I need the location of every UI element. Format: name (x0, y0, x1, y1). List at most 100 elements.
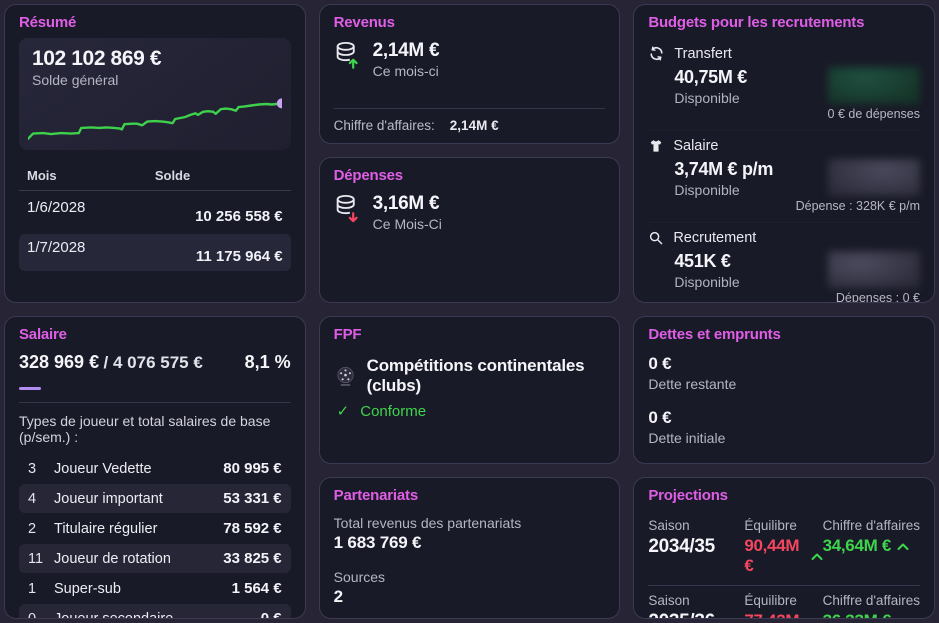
debt-initial-label: Dette initiale (648, 430, 726, 446)
table-row[interactable]: 1/7/2028 11 175 964 € (19, 234, 291, 271)
player-type-row[interactable]: 4 Joueur important 53 331 € (19, 484, 291, 513)
player-type-row[interactable]: 0 Joueur secondaire 0 € (19, 604, 291, 619)
player-wage: 78 592 € (223, 520, 282, 537)
projection-row: Saison 2034/35 Équilibre 90,44M € Chiffr… (648, 511, 920, 585)
expense-summary: 3,16M € Ce Mois-Ci (334, 193, 606, 232)
revenue-footer: Chiffre d'affaires: 2,14M € (333, 108, 606, 133)
budget-spent: Dépense : 328K € p/m (795, 199, 920, 213)
budget-section-scouting: Recrutement 451K € Disponible Dépenses :… (648, 223, 920, 302)
player-type-row[interactable]: 1 Super-sub 1 564 € (19, 574, 291, 603)
panel-budgets[interactable]: Budgets pour les recrutements Transfert (633, 4, 935, 303)
shirt-icon (648, 138, 664, 154)
budget-value: 451K € (674, 251, 731, 271)
player-type: Titulaire régulier (54, 520, 158, 537)
sparkline-path (28, 103, 282, 138)
budget-mini-chart (827, 67, 920, 104)
partnership-total-value: 1 683 769 € (333, 533, 422, 552)
budget-mini-chart (827, 251, 920, 288)
projection-balance: 90,44M € (744, 536, 800, 575)
chevron-up-icon (897, 617, 909, 619)
revenue-period: Ce mois-ci (372, 63, 439, 79)
turnover-value: 2,14M € (449, 118, 499, 133)
player-wage: 53 331 € (223, 490, 282, 507)
wage-summary: 328 969 € / 4 076 575 € 8,1 % (19, 352, 291, 373)
coins-down-icon (334, 193, 362, 223)
wage-current: 328 969 € (19, 352, 100, 372)
wage-separator: / (103, 353, 113, 372)
expense-period: Ce Mois-Ci (372, 216, 442, 232)
panel-fpf[interactable]: FPF Compétitions continentales (clubs) (318, 316, 621, 464)
budget-section-name: Transfert (674, 45, 732, 62)
player-count: 4 (28, 490, 37, 507)
player-count: 11 (28, 550, 44, 567)
wage-budget: 4 076 575 € (112, 353, 203, 372)
panel-title: Revenus (333, 14, 395, 31)
partnership-sources-group: Sources 2 (334, 569, 606, 607)
sparkline-end-dot (276, 98, 282, 109)
player-wage: 0 € (260, 610, 282, 619)
partnership-total-label: Total revenus des partenariats (333, 515, 522, 531)
debt-remaining-label: Dette restante (648, 376, 737, 392)
panel-projections[interactable]: Projections Saison 2034/35 Équilibre 90,… (633, 477, 935, 619)
wage-progress-fill (19, 387, 41, 390)
wage-percent: 8,1 % (244, 352, 291, 372)
row-balance: 10 256 558 € (195, 208, 283, 225)
player-type-row[interactable]: 2 Titulaire régulier 78 592 € (19, 514, 291, 543)
player-count: 3 (28, 460, 37, 477)
balance-card: 102 102 869 € Solde général (19, 38, 291, 150)
magnifier-icon (648, 230, 664, 246)
player-type-row[interactable]: 3 Joueur Vedette 80 995 € (19, 454, 291, 483)
row-balance: 11 175 964 € (195, 248, 283, 265)
projection-revenue: 34,64M € (822, 536, 892, 555)
row-month: 1/7/2028 (27, 239, 86, 256)
chevron-up-icon (811, 552, 823, 561)
expense-value: 3,16M € (372, 193, 440, 214)
balance-label: Équilibre (744, 593, 797, 608)
panel-salaire[interactable]: Salaire 328 969 € / 4 076 575 € 8,1 % Ma… (4, 316, 306, 619)
budget-value: 40,75M € (674, 67, 747, 87)
fpf-competition-row: Compétitions continentales (clubs) (334, 356, 606, 396)
table-row[interactable]: 1/6/2028 10 256 558 € (19, 194, 291, 231)
coins-up-icon (334, 40, 362, 70)
fpf-status-row: ✓ Conforme (334, 402, 606, 421)
budget-label: Disponible (674, 90, 740, 106)
debt-initial-group: 0 € Dette initiale (648, 408, 920, 446)
panel-title: Résumé (19, 14, 77, 31)
transfer-icon (648, 45, 665, 62)
chevron-up-icon (897, 542, 909, 551)
fpf-competition: Compétitions continentales (clubs) (366, 356, 585, 395)
player-type-row[interactable]: 11 Joueur de rotation 33 825 € (19, 544, 291, 573)
starball-competition-icon (334, 365, 357, 388)
player-wage: 1 564 € (231, 580, 282, 597)
player-wage: 80 995 € (223, 460, 282, 477)
player-type: Joueur de rotation (54, 550, 171, 567)
panel-title: Partenariats (333, 487, 419, 504)
panel-depenses[interactable]: Dépenses 3,16M € Ce Mois-Ci (318, 157, 621, 303)
budget-mini-chart (827, 159, 920, 196)
player-types-label: Types de joueur et total salaires de bas… (19, 413, 271, 445)
player-type: Joueur important (54, 490, 163, 507)
row-month: 1/6/2028 (27, 199, 86, 216)
panel-resume[interactable]: Résumé 102 102 869 € Solde général Mois … (4, 4, 306, 303)
panel-partenariats[interactable]: Partenariats Total revenus des partenari… (318, 477, 621, 619)
season-value: 2034/35 (648, 536, 715, 557)
player-wage: 33 825 € (223, 550, 282, 567)
player-count: 2 (28, 520, 37, 537)
balance-value: 102 102 869 € (32, 47, 162, 70)
revenue-summary: 2,14M € Ce mois-ci (334, 40, 606, 79)
player-type: Joueur secondaire (54, 610, 174, 619)
panel-title: Salaire (19, 326, 67, 343)
divider (19, 402, 291, 403)
turnover-label: Chiffre d'affaires: (333, 118, 435, 133)
balance-table-header: Mois Solde (19, 164, 291, 191)
budget-spent: 0 € de dépenses (827, 107, 920, 121)
panel-dettes[interactable]: Dettes et emprunts 0 € Dette restante 0 … (633, 316, 935, 464)
panel-title: Projections (648, 487, 728, 504)
panel-revenus[interactable]: Revenus 2,14M € Ce mois-ci Chiffre d'aff… (318, 4, 621, 144)
budget-label: Disponible (674, 274, 740, 290)
budget-label: Disponible (674, 182, 740, 198)
panel-title: Budgets pour les recrutements (648, 14, 865, 31)
sparkline-svg (28, 98, 282, 144)
